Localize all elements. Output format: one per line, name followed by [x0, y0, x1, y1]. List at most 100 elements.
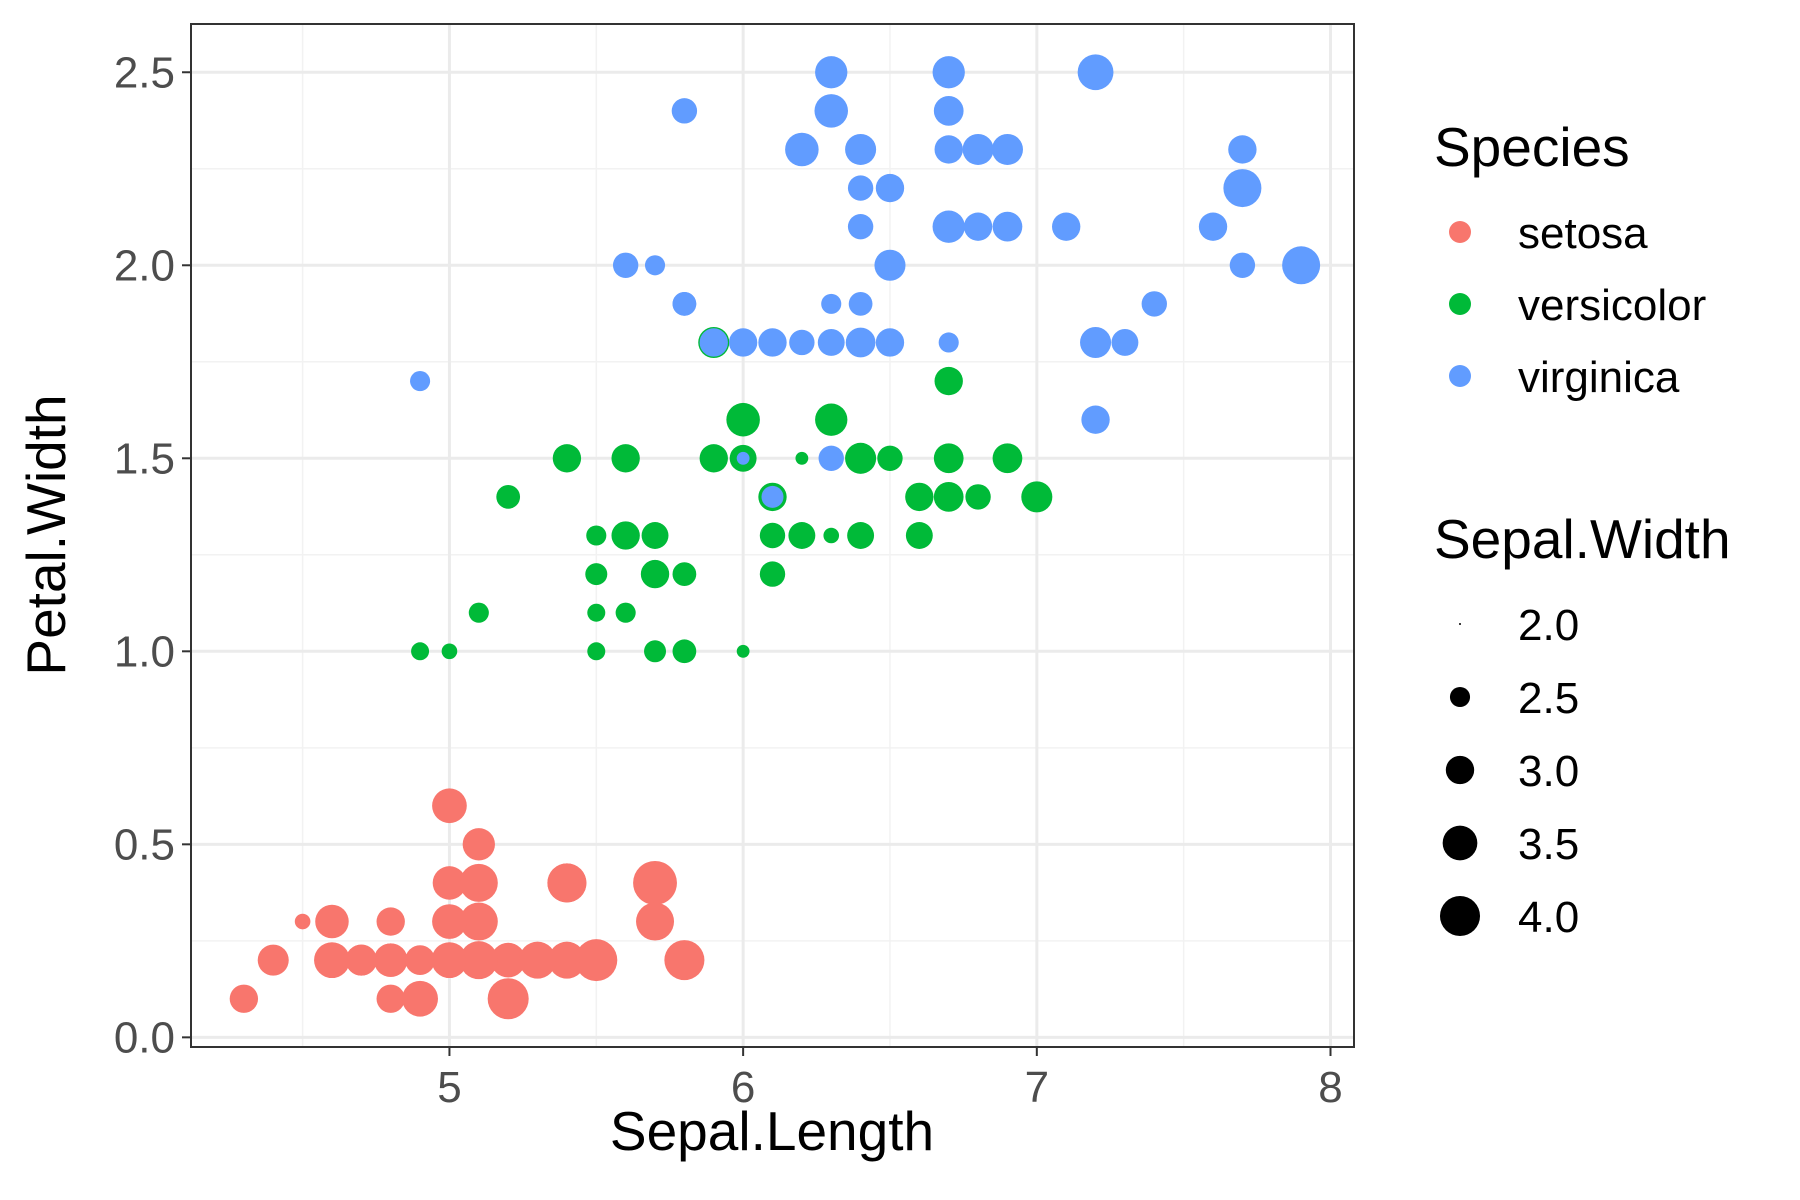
data-point-versicolor: [815, 403, 848, 436]
data-point-versicolor: [611, 444, 640, 473]
legend-key-virginica: [1449, 365, 1471, 387]
data-point-versicolor: [587, 642, 606, 661]
data-point-versicolor: [1021, 481, 1053, 513]
data-point-virginica: [761, 485, 784, 508]
data-point-virginica: [815, 56, 848, 89]
legend-species-title: Species: [1434, 116, 1630, 178]
data-point-virginica: [934, 135, 963, 164]
data-point-virginica: [1081, 405, 1110, 434]
data-point-versicolor: [759, 561, 786, 587]
legend-size-label: 3.5: [1518, 820, 1579, 869]
y-tick-label: 2.0: [114, 241, 175, 290]
data-point-setosa: [257, 944, 289, 976]
plot-border: [190, 23, 1355, 1048]
data-point-versicolor: [587, 603, 606, 622]
data-point-virginica: [875, 328, 905, 357]
data-point-virginica: [410, 371, 431, 392]
data-point-versicolor: [586, 525, 607, 546]
data-point-virginica: [821, 293, 842, 314]
legend-size-key: [1449, 686, 1471, 708]
data-point-versicolor: [823, 527, 840, 544]
data-points: [229, 54, 1321, 1020]
grid-minor: [191, 24, 1354, 1047]
data-point-virginica: [1080, 326, 1112, 359]
legend-key-versicolor: [1449, 293, 1471, 315]
y-tick-label: 2.5: [114, 48, 175, 97]
data-point-setosa: [636, 902, 675, 941]
x-tick-label: 6: [731, 1063, 755, 1112]
data-point-versicolor: [726, 402, 760, 437]
data-point-virginica: [1052, 212, 1081, 241]
legend-size-key: [1442, 825, 1478, 861]
data-point-virginica: [612, 252, 639, 278]
data-point-virginica: [963, 212, 993, 241]
data-point-versicolor: [965, 484, 991, 510]
data-point-virginica: [1223, 169, 1262, 208]
data-point-virginica: [992, 134, 1023, 165]
data-point-virginica: [992, 211, 1023, 242]
data-point-versicolor: [877, 445, 903, 471]
data-point-setosa: [578, 942, 614, 978]
data-point-virginica: [785, 132, 819, 167]
data-point-virginica: [875, 173, 905, 203]
data-point-virginica: [728, 328, 758, 357]
data-point-virginica: [819, 330, 844, 355]
data-point-versicolor: [736, 644, 750, 658]
data-point-versicolor: [759, 522, 786, 549]
data-point-setosa: [459, 902, 498, 941]
data-point-virginica: [736, 451, 750, 465]
legend-size-title: Sepal.Width: [1434, 508, 1731, 570]
data-point-versicolor: [615, 602, 636, 623]
data-point-versicolor: [411, 642, 430, 661]
data-point-setosa: [315, 904, 349, 939]
data-point-versicolor: [468, 602, 489, 623]
data-point-setosa: [229, 984, 259, 1013]
y-axis: 0.0 0.5 1.0 1.5 2.0 2.5: [114, 48, 191, 1062]
data-point-setosa: [345, 944, 377, 976]
data-point-versicolor: [585, 563, 608, 586]
x-axis-title: Sepal.Length: [610, 1100, 934, 1162]
legend-species: Species setosa versicolor virginica: [1434, 116, 1706, 402]
data-point-setosa: [375, 945, 406, 976]
y-tick-label: 0.0: [114, 1013, 175, 1062]
data-point-setosa: [487, 978, 529, 1020]
data-point-virginica: [962, 133, 994, 165]
data-point-virginica: [699, 328, 728, 357]
data-point-virginica: [847, 213, 874, 240]
data-point-versicolor: [640, 559, 670, 589]
legend-size-label: 2.0: [1518, 601, 1579, 650]
data-point-virginica: [1229, 252, 1256, 278]
legend-size-label: 4.0: [1518, 893, 1579, 942]
data-point-setosa: [432, 788, 467, 824]
data-point-virginica: [1228, 135, 1257, 164]
data-point-setosa: [294, 913, 311, 930]
x-tick-label: 5: [437, 1063, 461, 1112]
data-point-virginica: [845, 327, 876, 358]
data-point-virginica: [938, 332, 959, 353]
y-axis-title: Petal.Width: [15, 394, 77, 675]
data-point-versicolor: [552, 444, 582, 473]
grid-major: [191, 24, 1354, 1047]
data-point-setosa: [664, 940, 705, 981]
legend-label-setosa: setosa: [1518, 209, 1648, 258]
data-point-setosa: [432, 904, 467, 939]
legend-size-label: 2.5: [1518, 674, 1579, 723]
data-point-versicolor: [441, 643, 458, 660]
x-axis: 5 6 7 8: [437, 1047, 1343, 1112]
data-point-versicolor: [788, 522, 816, 549]
legend-label-versicolor: versicolor: [1518, 281, 1706, 330]
data-point-virginica: [847, 175, 874, 201]
data-point-setosa: [402, 980, 438, 1017]
data-point-setosa: [633, 861, 677, 905]
y-tick-label: 0.5: [114, 820, 175, 869]
data-point-versicolor: [613, 523, 638, 548]
data-point-virginica: [848, 292, 873, 316]
data-point-setosa: [316, 944, 348, 976]
data-point-virginica: [932, 56, 965, 89]
data-point-versicolor: [934, 366, 963, 396]
data-point-setosa: [459, 941, 498, 980]
data-point-versicolor: [496, 485, 521, 509]
data-point-virginica: [758, 328, 787, 357]
data-point-versicolor: [672, 639, 697, 664]
